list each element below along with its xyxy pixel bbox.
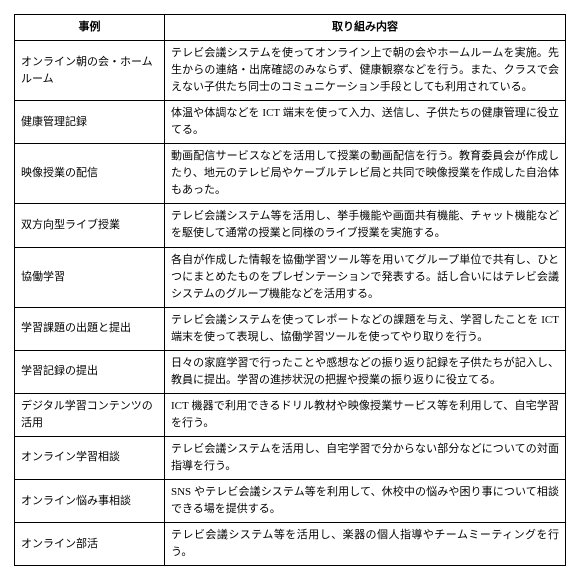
cell-case: オンライン悩み事相談 xyxy=(15,480,165,523)
table-row: オンライン部活 テレビ会議システム等を活用し、楽器の個人指導やチームミーティング… xyxy=(15,523,566,566)
cell-case: 学習課題の出題と提出 xyxy=(15,307,165,350)
cell-case: 健康管理記録 xyxy=(15,101,165,144)
table-row: オンライン悩み事相談 SNS やテレビ会議システム等を利用して、休校中の悩みや困… xyxy=(15,480,566,523)
table-row: 学習記録の提出 日々の家庭学習で行ったことや感想などの振り返り記録を子供たちが記… xyxy=(15,350,566,393)
cell-desc: テレビ会議システム等を活用し、挙手機能や画面共有機能、チャット機能などを駆使して… xyxy=(165,204,566,247)
cell-desc: SNS やテレビ会議システム等を利用して、休校中の悩みや困り事について相談できる… xyxy=(165,480,566,523)
cell-case: 映像授業の配信 xyxy=(15,144,165,204)
cell-desc: テレビ会議システムを使ってレポートなどの課題を与え、学習したことを ICT 端末… xyxy=(165,307,566,350)
table-row: 健康管理記録 体温や体調などを ICT 端末を使って入力、送信し、子供たちの健康… xyxy=(15,101,566,144)
table-row: 協働学習 各自が作成した情報を協働学習ツール等を用いてグループ単位で共有し、ひと… xyxy=(15,247,566,307)
cell-desc: テレビ会議システム等を活用し、楽器の個人指導やチームミーティングを行う。 xyxy=(165,523,566,566)
table-row: オンライン朝の会・ホームルーム テレビ会議システムを使ってオンライン上で朝の会や… xyxy=(15,41,566,101)
cell-desc: テレビ会議システムを活用し、自宅学習で分からない部分などについての対面指導を行う… xyxy=(165,436,566,479)
table-header-row: 事例 取り組み内容 xyxy=(15,15,566,41)
cell-case: オンライン学習相談 xyxy=(15,436,165,479)
cell-desc: 動画配信サービスなどを活用して授業の動画配信を行う。教育委員会が作成したり、地元… xyxy=(165,144,566,204)
cell-desc: 各自が作成した情報を協働学習ツール等を用いてグループ単位で共有し、ひとつにまとめ… xyxy=(165,247,566,307)
table-row: デジタル学習コンテンツの活用 ICT 機器で利用できるドリル教材や映像授業サービ… xyxy=(15,393,566,436)
cell-case: 双方向型ライブ授業 xyxy=(15,204,165,247)
examples-table: 事例 取り組み内容 オンライン朝の会・ホームルーム テレビ会議システムを使ってオ… xyxy=(14,14,566,566)
cell-desc: 日々の家庭学習で行ったことや感想などの振り返り記録を子供たちが記入し、教員に提出… xyxy=(165,350,566,393)
cell-case: 協働学習 xyxy=(15,247,165,307)
cell-desc: ICT 機器で利用できるドリル教材や映像授業サービス等を利用して、自宅学習を行う… xyxy=(165,393,566,436)
table-row: 双方向型ライブ授業 テレビ会議システム等を活用し、挙手機能や画面共有機能、チャッ… xyxy=(15,204,566,247)
table-row: 映像授業の配信 動画配信サービスなどを活用して授業の動画配信を行う。教育委員会が… xyxy=(15,144,566,204)
cell-case: 学習記録の提出 xyxy=(15,350,165,393)
cell-desc: テレビ会議システムを使ってオンライン上で朝の会やホームルームを実施。先生からの連… xyxy=(165,41,566,101)
cell-case: デジタル学習コンテンツの活用 xyxy=(15,393,165,436)
cell-case: オンライン朝の会・ホームルーム xyxy=(15,41,165,101)
table-row: 学習課題の出題と提出 テレビ会議システムを使ってレポートなどの課題を与え、学習し… xyxy=(15,307,566,350)
cell-desc: 体温や体調などを ICT 端末を使って入力、送信し、子供たちの健康管理に役立てる… xyxy=(165,101,566,144)
header-desc: 取り組み内容 xyxy=(165,15,566,41)
header-case: 事例 xyxy=(15,15,165,41)
cell-case: オンライン部活 xyxy=(15,523,165,566)
table-row: オンライン学習相談 テレビ会議システムを活用し、自宅学習で分からない部分などにつ… xyxy=(15,436,566,479)
